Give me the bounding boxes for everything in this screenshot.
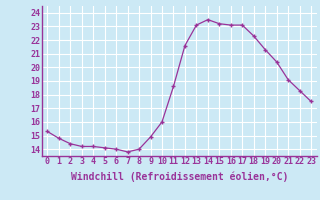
X-axis label: Windchill (Refroidissement éolien,°C): Windchill (Refroidissement éolien,°C) [70,172,288,182]
